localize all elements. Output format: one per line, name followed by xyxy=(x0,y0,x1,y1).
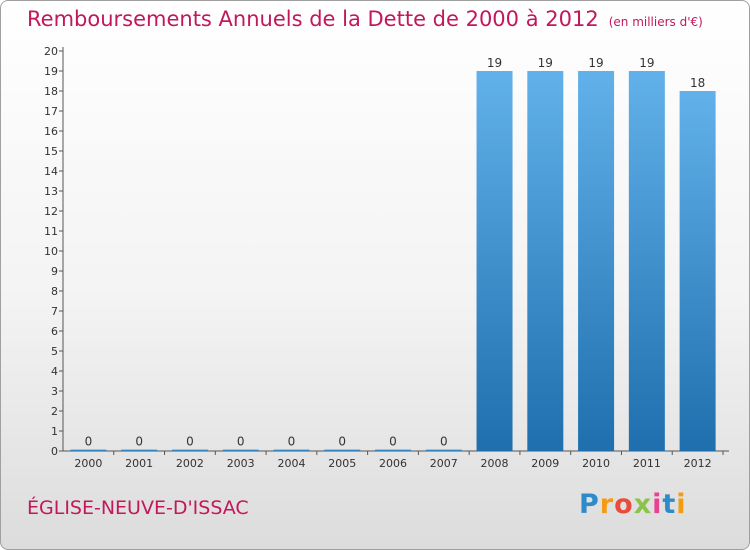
y-tick-label: 12 xyxy=(44,205,58,218)
chart-unit: (en milliers d'€) xyxy=(608,15,703,29)
x-tick-label: 2001 xyxy=(125,457,153,470)
y-tick-label: 7 xyxy=(51,305,58,318)
bar xyxy=(324,449,361,451)
y-tick-label: 15 xyxy=(44,145,58,158)
bar-value-label: 0 xyxy=(440,435,448,449)
bar-value-label: 0 xyxy=(389,435,397,449)
y-tick-label: 16 xyxy=(44,125,58,138)
bar-value-label: 19 xyxy=(487,56,502,70)
bar-value-label: 19 xyxy=(588,56,603,70)
bar xyxy=(476,71,513,451)
x-tick-label: 2007 xyxy=(430,457,458,470)
x-tick-label: 2003 xyxy=(227,457,255,470)
y-tick-label: 9 xyxy=(51,265,58,278)
x-tick-label: 2004 xyxy=(277,457,305,470)
bar xyxy=(70,449,107,451)
bar-value-label: 0 xyxy=(85,435,93,449)
y-tick-label: 10 xyxy=(44,245,58,258)
x-tick-label: 2012 xyxy=(684,457,712,470)
y-tick-label: 4 xyxy=(51,365,58,378)
bar xyxy=(425,449,462,451)
y-tick-label: 19 xyxy=(44,65,58,78)
logo-letter: t xyxy=(662,489,677,520)
x-tick-label: 2002 xyxy=(176,457,204,470)
bar-value-label: 19 xyxy=(639,56,654,70)
y-tick-label: 2 xyxy=(51,405,58,418)
y-tick-label: 3 xyxy=(51,385,58,398)
logo-letter: x xyxy=(633,489,653,520)
x-tick-label: 2000 xyxy=(74,457,102,470)
x-tick-label: 2006 xyxy=(379,457,407,470)
bar xyxy=(222,449,259,451)
y-tick-label: 11 xyxy=(44,225,58,238)
y-tick-label: 18 xyxy=(44,85,58,98)
x-tick-label: 2008 xyxy=(481,457,509,470)
bar xyxy=(527,71,564,451)
bar xyxy=(171,449,208,451)
y-tick-label: 17 xyxy=(44,105,58,118)
bar-value-label: 19 xyxy=(538,56,553,70)
y-tick-label: 6 xyxy=(51,325,58,338)
logo-letter: i xyxy=(652,489,663,520)
x-tick-label: 2009 xyxy=(531,457,559,470)
bar-value-label: 0 xyxy=(288,435,296,449)
y-tick-label: 20 xyxy=(44,45,58,58)
y-tick-label: 0 xyxy=(51,445,58,458)
chart-title: Remboursements Annuels de la Dette de 20… xyxy=(27,7,703,31)
logo-letter: o xyxy=(614,489,634,520)
bar-value-label: 0 xyxy=(135,435,143,449)
logo-letter: i xyxy=(676,489,687,520)
bar-value-label: 0 xyxy=(186,435,194,449)
bar-value-label: 0 xyxy=(237,435,245,449)
bar-value-label: 18 xyxy=(690,76,705,90)
y-tick-label: 8 xyxy=(51,285,58,298)
y-tick-label: 1 xyxy=(51,425,58,438)
commune-name: ÉGLISE-NEUVE-D'ISSAC xyxy=(27,497,249,519)
bar-value-label: 0 xyxy=(338,435,346,449)
bar xyxy=(273,449,310,451)
x-tick-label: 2010 xyxy=(582,457,610,470)
bar xyxy=(679,91,716,451)
bar xyxy=(628,71,665,451)
logo-letter: P xyxy=(579,489,600,520)
y-tick-label: 13 xyxy=(44,185,58,198)
bar xyxy=(121,449,158,451)
y-tick-label: 5 xyxy=(51,345,58,358)
y-tick-label: 14 xyxy=(44,165,58,178)
proxiti-logo: Proxiti xyxy=(579,489,687,520)
bar xyxy=(375,449,411,451)
x-tick-label: 2005 xyxy=(328,457,356,470)
bar xyxy=(578,71,615,451)
logo-letter: r xyxy=(599,489,615,520)
x-tick-label: 2011 xyxy=(633,457,661,470)
chart-title-text: Remboursements Annuels de la Dette de 20… xyxy=(27,7,599,31)
